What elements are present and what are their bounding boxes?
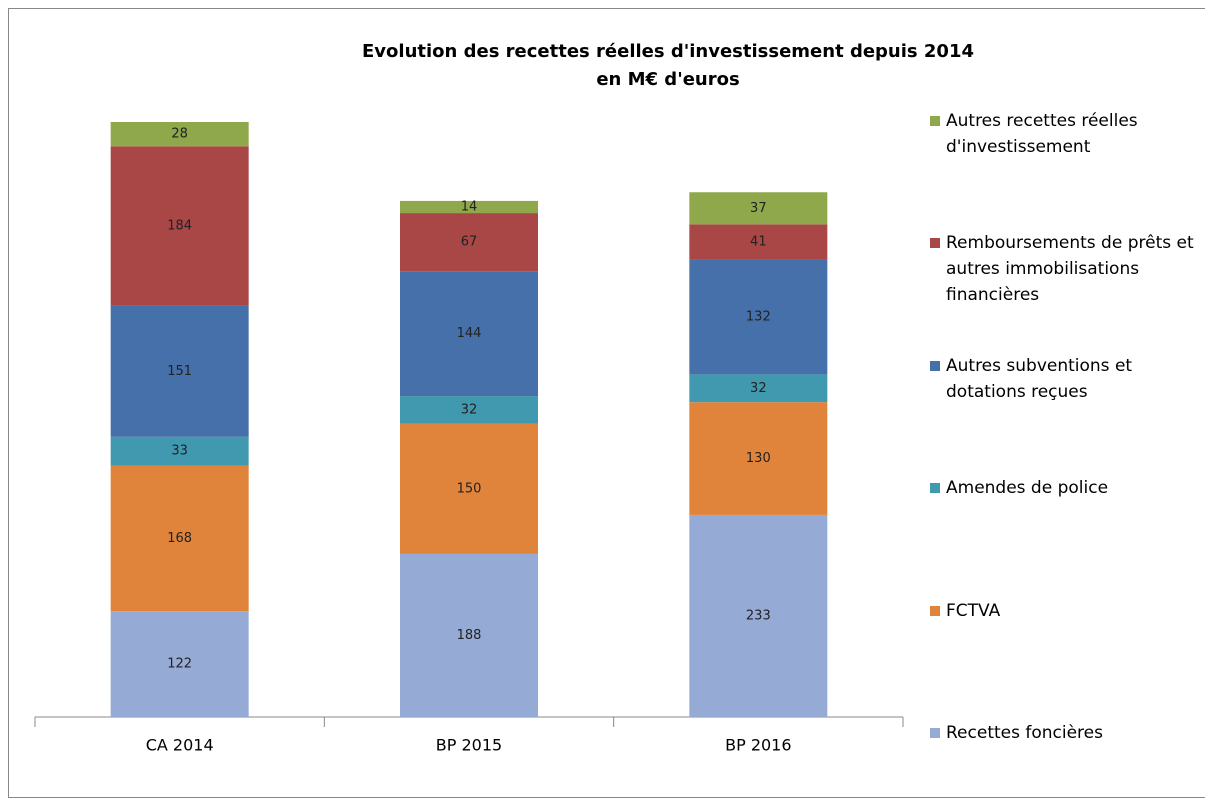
- legend-swatch: [930, 360, 940, 371]
- bar-segment: [110, 436, 249, 466]
- bar-segment: [400, 553, 538, 717]
- data-label: 233: [746, 608, 771, 623]
- bar-segment: [400, 200, 538, 214]
- bar-segment: [689, 259, 828, 375]
- data-label: 122: [167, 657, 192, 672]
- bar-segment: [110, 305, 249, 437]
- legend-swatch: [930, 728, 940, 738]
- data-label: 33: [171, 444, 188, 459]
- bar-segment: [400, 213, 538, 272]
- data-label: 41: [750, 235, 767, 250]
- bar-segment: [110, 465, 249, 612]
- data-label: 14: [461, 200, 478, 215]
- x-tick-label: CA 2014: [146, 736, 214, 755]
- data-label: 132: [746, 310, 771, 325]
- data-label: 130: [746, 451, 771, 466]
- legend-label: Recettes foncières: [946, 723, 1103, 743]
- legend-swatch: [930, 483, 940, 494]
- x-tick-label: BP 2015: [436, 736, 502, 755]
- data-label: 168: [167, 531, 192, 546]
- legend-label: Amendes de police: [946, 478, 1109, 499]
- data-label: 184: [167, 219, 192, 234]
- data-label: 151: [167, 364, 192, 379]
- bar-segment: [400, 423, 538, 554]
- legend-label: Autres recettes réelles d'investissement: [946, 111, 1138, 157]
- legend-swatch: [930, 605, 940, 616]
- data-label: 28: [171, 127, 188, 142]
- data-label: 188: [457, 628, 482, 643]
- legend-label: FCTVA: [946, 600, 1001, 621]
- bar-segment: [110, 146, 249, 306]
- chart-title: Evolution des recettes réelles d'investi…: [362, 41, 974, 90]
- legend-swatch: [930, 116, 940, 126]
- bar-segment: [110, 122, 249, 147]
- bar-segment: [689, 224, 828, 260]
- x-tick-label: BP 2016: [725, 736, 791, 755]
- legend-label: Remboursements de prêts et autres immobi…: [946, 233, 1194, 306]
- bar-segment: [689, 192, 828, 225]
- bar-segment: [110, 611, 249, 717]
- bar-segment: [689, 374, 828, 403]
- bar-segment: [400, 271, 538, 397]
- data-label: 32: [461, 402, 478, 417]
- bar-segment: [400, 396, 538, 424]
- legend-swatch: [930, 238, 940, 249]
- bar-segment: [689, 402, 828, 515]
- data-label: 32: [750, 381, 767, 396]
- data-label: 37: [750, 201, 767, 216]
- chart-frame: [8, 8, 1205, 798]
- bar-segment: [689, 514, 828, 717]
- data-label: 67: [461, 235, 478, 250]
- data-label: 150: [457, 481, 482, 496]
- data-label: 144: [457, 326, 482, 341]
- legend-label: Autres subventions et dotations reçues: [946, 355, 1133, 402]
